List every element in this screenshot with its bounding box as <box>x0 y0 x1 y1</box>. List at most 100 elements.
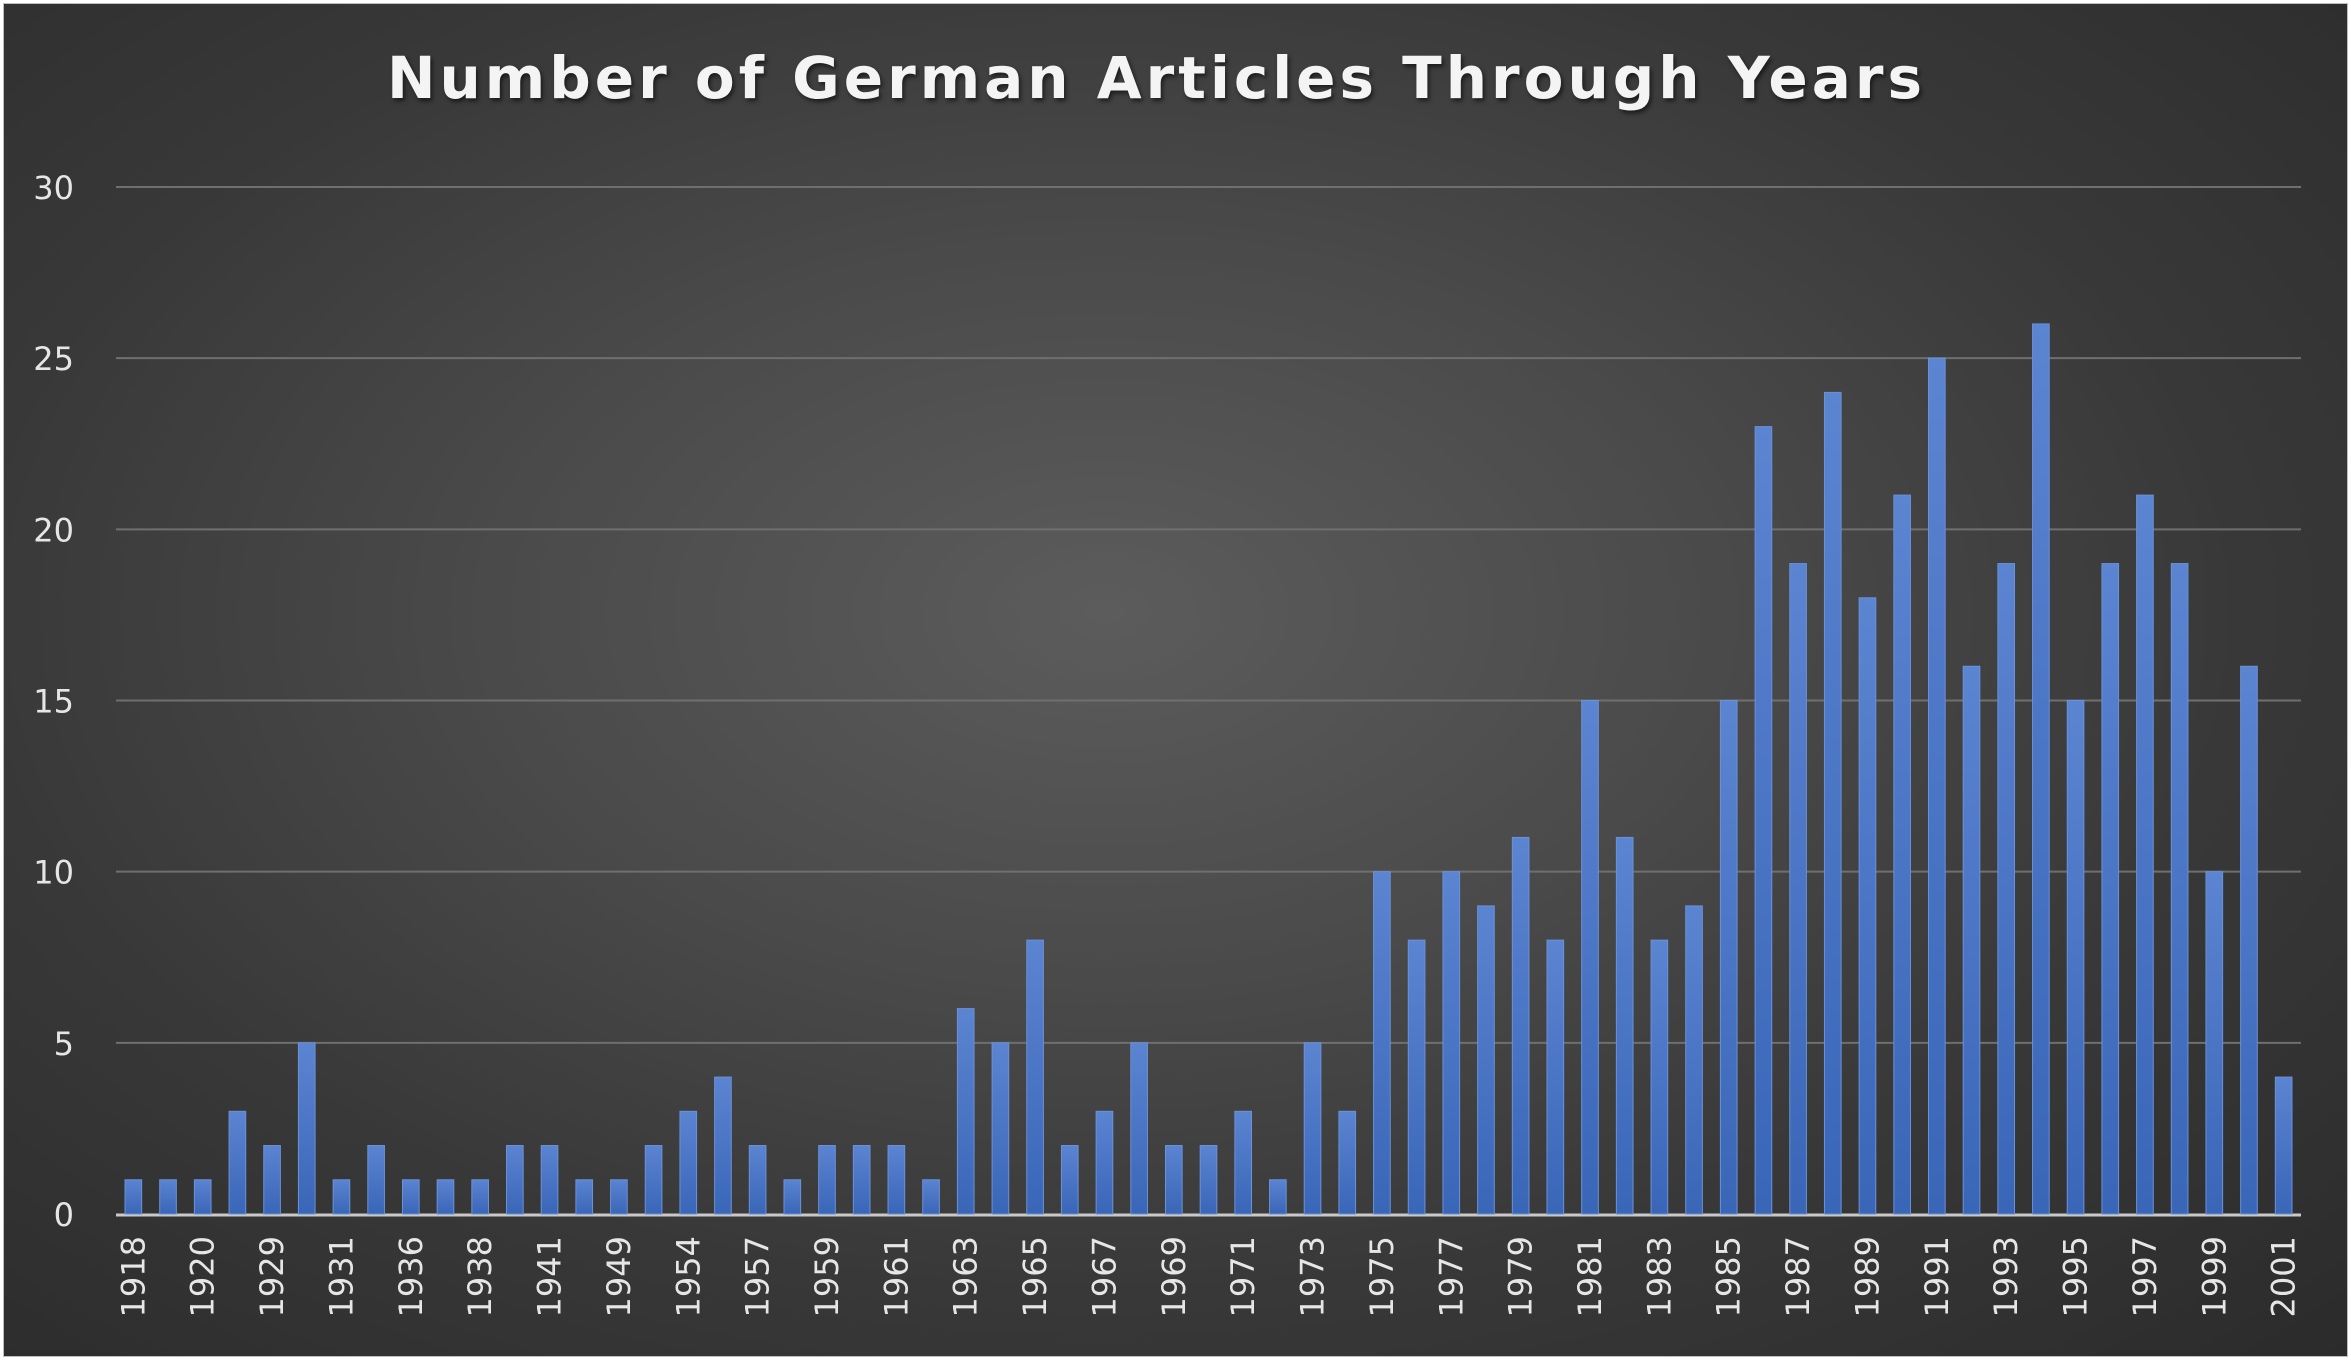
x-tick-label: 1973 <box>1294 1236 1332 1317</box>
y-axis: 0 5 10 15 20 25 30 <box>33 169 74 1234</box>
bar-1994 <box>2032 323 2050 1215</box>
x-tick-label: 1941 <box>531 1236 569 1317</box>
bar-1998 <box>2170 563 2189 1215</box>
bar-1962 <box>922 1179 940 1215</box>
y-tick-label: 5 <box>54 1025 74 1063</box>
bar-1985 <box>1719 700 1738 1215</box>
x-tick-label: 1969 <box>1155 1236 1193 1317</box>
bar-1936 <box>401 1179 420 1215</box>
chart-frame: Number of German Articles Through Years … <box>3 3 2348 1357</box>
bar-1972 <box>1269 1179 1287 1215</box>
x-tick-label: 1971 <box>1224 1236 1262 1317</box>
x-tick-label: 1991 <box>1918 1236 1956 1317</box>
x-tick-label: 1995 <box>2057 1236 2095 1317</box>
bar-1968 <box>1130 1042 1148 1215</box>
y-tick-label: 15 <box>33 683 74 721</box>
bar-1919 <box>159 1179 177 1215</box>
bar-1996 <box>2101 563 2120 1215</box>
bar-1999 <box>2205 871 2224 1215</box>
x-tick-label: 1957 <box>739 1236 777 1317</box>
y-tick-label: 30 <box>33 169 74 207</box>
bar-1970 <box>1199 1145 1218 1215</box>
x-tick-label: 1963 <box>947 1236 985 1317</box>
bar-chart: 0 5 10 15 20 25 30 1918 1920 1929 1931 1936 1938 194… <box>33 169 2302 1317</box>
x-tick-label: 1920 <box>184 1236 222 1317</box>
bar-1938 <box>471 1179 489 1215</box>
bar-1958 <box>783 1179 802 1215</box>
bar-1978 <box>1477 905 1495 1215</box>
bar-1986 <box>1754 426 1773 1215</box>
bar-1918 <box>124 1179 143 1215</box>
bar-1942 <box>575 1179 594 1215</box>
bar-1974 <box>1338 1110 1357 1215</box>
bar-1980 <box>1546 939 1565 1215</box>
bars <box>124 323 2293 1215</box>
bar-1990 <box>1893 494 1911 1215</box>
bar-1982 <box>1615 836 1634 1215</box>
bar-1963 <box>956 1008 975 1215</box>
bar-1969 <box>1164 1145 1183 1215</box>
x-tick-label: 1987 <box>1779 1236 1817 1317</box>
bar-1983 <box>1650 939 1669 1215</box>
bar-1995 <box>2066 700 2085 1215</box>
x-tick-label: 1981 <box>1571 1236 1609 1317</box>
bar-1928 <box>228 1110 247 1215</box>
bar-1965 <box>1026 939 1044 1215</box>
x-tick-label: 1997 <box>2126 1236 2164 1317</box>
y-tick-label: 20 <box>33 511 74 549</box>
bar-1997 <box>2136 494 2154 1215</box>
x-tick-label: 1936 <box>392 1236 430 1317</box>
x-axis: 1918 1920 1929 1931 1936 1938 1941 1949 1954 1957… <box>114 1236 2302 1317</box>
bar-1964 <box>991 1042 1010 1215</box>
x-tick-label: 1965 <box>1016 1236 1054 1317</box>
x-tick-label: 1931 <box>322 1236 360 1317</box>
bar-1991 <box>1928 357 1946 1215</box>
x-tick-label: 1985 <box>1710 1236 1748 1317</box>
gridlines <box>116 186 2301 1217</box>
x-tick-label: 1975 <box>1363 1236 1401 1317</box>
bar-1967 <box>1095 1110 1114 1215</box>
bar-2001 <box>2274 1076 2293 1215</box>
x-tick-label: 1993 <box>1987 1236 2025 1317</box>
x-tick-label: 2001 <box>2265 1236 2303 1317</box>
bar-1981 <box>1581 700 1599 1215</box>
bar-1993 <box>1997 563 2016 1215</box>
bar-1992 <box>1962 665 1981 1215</box>
bar-1989 <box>1858 597 1877 1215</box>
y-tick-label: 0 <box>54 1196 74 1234</box>
bar-1931 <box>332 1179 351 1215</box>
x-tick-label: 1954 <box>669 1236 707 1317</box>
x-tick-label: 1979 <box>1502 1236 1540 1317</box>
bar-1988 <box>1823 391 1842 1215</box>
bar-1966 <box>1060 1145 1079 1215</box>
x-tick-label: 1959 <box>808 1236 846 1317</box>
bar-1971 <box>1234 1110 1253 1215</box>
x-tick-label: 1983 <box>1640 1236 1678 1317</box>
x-tick-label: 1949 <box>600 1236 638 1317</box>
bar-1929 <box>263 1145 281 1215</box>
bar-1941 <box>540 1145 559 1215</box>
bar-1920 <box>193 1179 212 1215</box>
bar-1977 <box>1442 871 1461 1215</box>
bar-1961 <box>887 1145 906 1215</box>
y-tick-label: 10 <box>33 854 74 892</box>
bar-1959 <box>818 1145 836 1215</box>
bar-1979 <box>1511 836 1530 1215</box>
bar-1953 <box>644 1145 663 1215</box>
x-tick-label: 1961 <box>877 1236 915 1317</box>
bar-2000 <box>2240 665 2258 1215</box>
bar-1973 <box>1303 1042 1322 1215</box>
bar-1954 <box>679 1110 698 1215</box>
bar-1935 <box>367 1145 385 1215</box>
bar-1937 <box>436 1179 455 1215</box>
bar-1957 <box>748 1145 767 1215</box>
bar-1960 <box>852 1145 871 1215</box>
x-tick-label: 1999 <box>2195 1236 2233 1317</box>
x-tick-label: 1989 <box>1848 1236 1886 1317</box>
x-tick-label: 1977 <box>1432 1236 1470 1317</box>
bar-1956 <box>714 1076 732 1215</box>
x-tick-label: 1918 <box>114 1236 152 1317</box>
y-tick-label: 25 <box>33 340 74 378</box>
bar-1949 <box>610 1179 628 1215</box>
chart-title: Number of German Articles Through Years <box>386 44 1927 112</box>
